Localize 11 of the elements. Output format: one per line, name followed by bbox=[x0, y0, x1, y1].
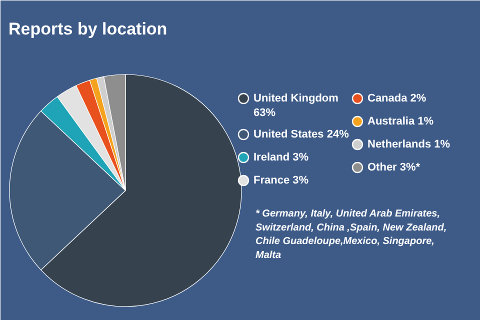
legend-label: Other 3%* bbox=[368, 162, 421, 174]
legend-label: United States 24% bbox=[254, 128, 350, 140]
legend-label: Australia 1% bbox=[368, 116, 434, 128]
chart-title: Reports by location bbox=[8, 20, 168, 38]
legend-label: Ireland 3% bbox=[254, 152, 309, 164]
legend-label: United Kingdom bbox=[254, 92, 339, 104]
legend-label: Canada 2% bbox=[368, 92, 426, 104]
data-label: 63% bbox=[254, 106, 276, 119]
legend-label: France 3% bbox=[254, 174, 309, 186]
text: * Germany, Italy, United Arab Emirates, Switzerland, China ,Spain, New Zealand, Chile Guadeloupe,Mexico, Singapore, Malta bbox=[256, 208, 447, 261]
legend-label: Netherlands 1% bbox=[368, 138, 450, 150]
